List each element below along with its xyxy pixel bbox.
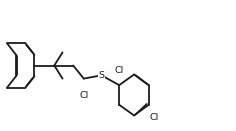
Text: Cl: Cl — [79, 91, 88, 100]
Text: Cl: Cl — [114, 66, 124, 75]
Text: S: S — [98, 71, 105, 80]
Text: Cl: Cl — [150, 113, 159, 122]
